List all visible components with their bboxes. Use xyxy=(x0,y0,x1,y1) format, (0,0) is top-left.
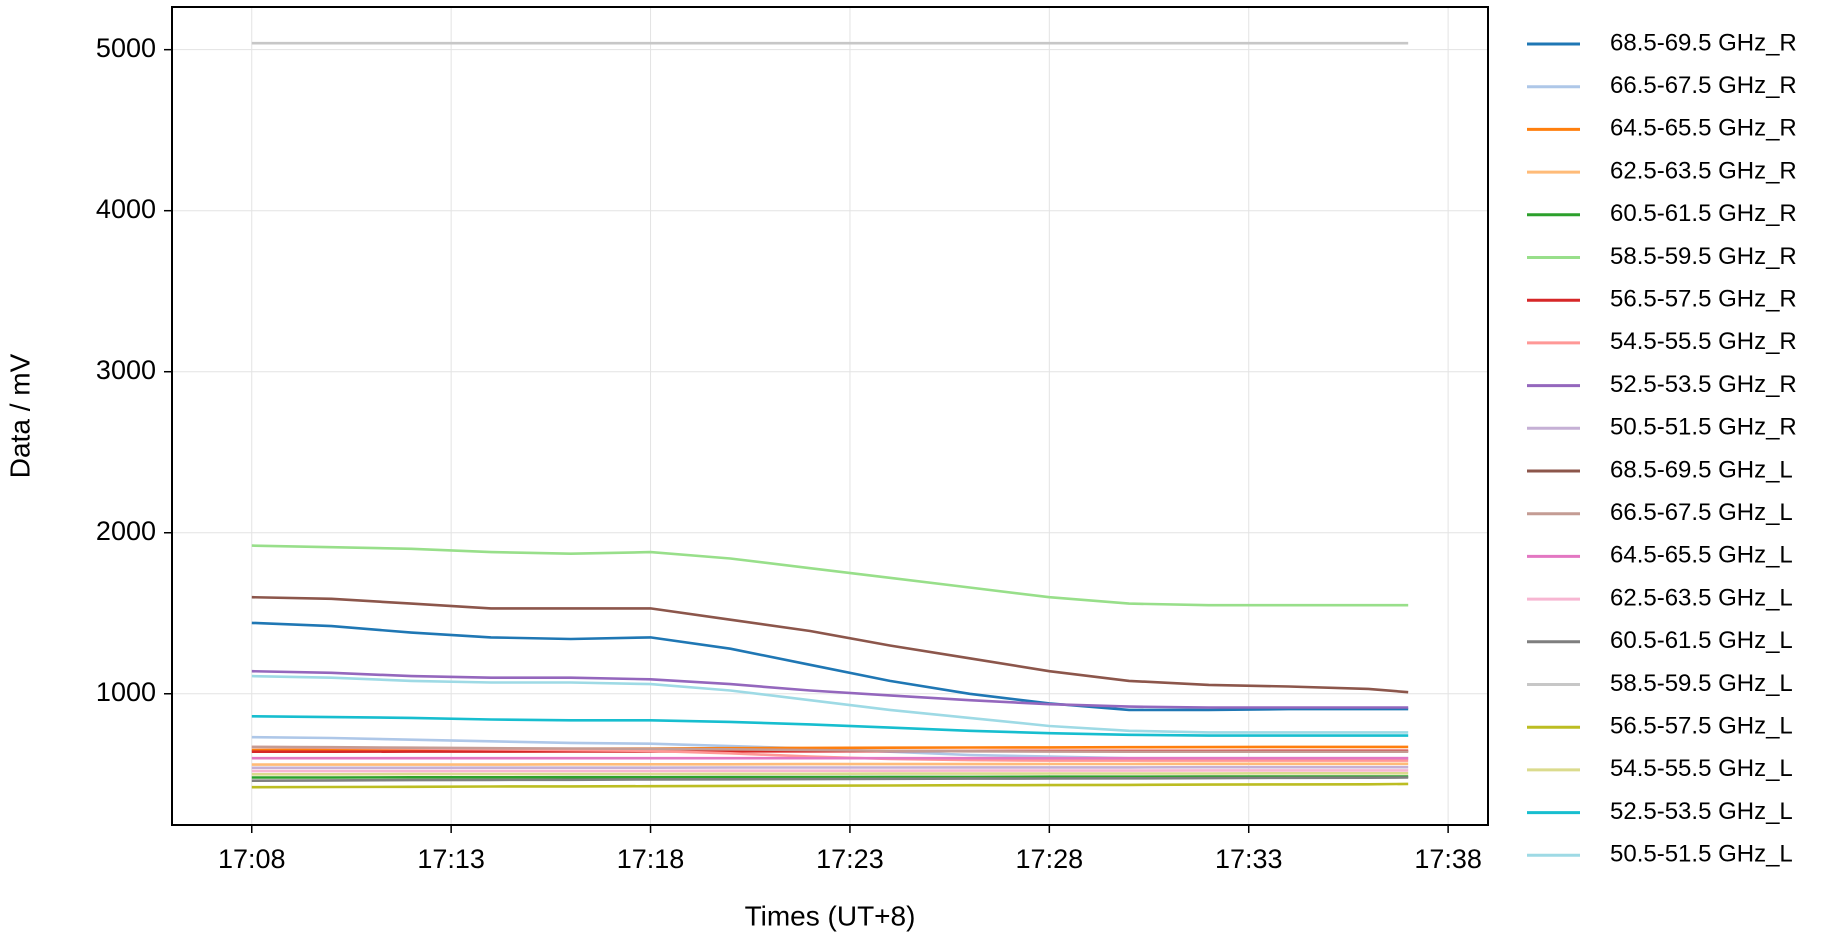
series-line xyxy=(251,769,1409,773)
y-tick-label: 4000 xyxy=(96,194,156,224)
y-tick-label: 1000 xyxy=(96,677,156,707)
legend-label: 56.5-57.5 GHz_L xyxy=(1610,713,1793,740)
series-line xyxy=(251,782,1409,789)
legend-label: 54.5-55.5 GHz_R xyxy=(1610,328,1797,355)
legend-label: 60.5-61.5 GHz_L xyxy=(1610,627,1793,654)
legend-label: 56.5-57.5 GHz_R xyxy=(1610,286,1797,313)
series-line xyxy=(251,765,1409,770)
legend-label: 62.5-63.5 GHz_R xyxy=(1610,157,1797,184)
legend-label: 66.5-67.5 GHz_R xyxy=(1610,72,1797,99)
legend-label: 66.5-67.5 GHz_L xyxy=(1610,499,1793,526)
legend-label: 68.5-69.5 GHz_L xyxy=(1610,456,1793,483)
legend-label: 62.5-63.5 GHz_L xyxy=(1610,584,1793,611)
legend-label: 54.5-55.5 GHz_L xyxy=(1610,755,1793,782)
legend-label: 58.5-59.5 GHz_R xyxy=(1610,243,1797,270)
legend-label: 58.5-59.5 GHz_L xyxy=(1610,670,1793,697)
series-line xyxy=(251,674,1409,734)
x-axis-label: Times (UT+8) xyxy=(745,900,916,931)
legend-label: 50.5-51.5 GHz_L xyxy=(1610,841,1793,868)
x-tick-label: 17:38 xyxy=(1414,844,1482,874)
y-tick-label: 3000 xyxy=(96,355,156,385)
legend-label: 68.5-69.5 GHz_R xyxy=(1610,29,1797,56)
y-axis-label: Data / mV xyxy=(4,353,35,478)
x-tick-label: 17:28 xyxy=(1016,844,1084,874)
series-line xyxy=(251,669,1409,709)
x-tick-label: 17:13 xyxy=(417,844,485,874)
series-line xyxy=(251,772,1409,776)
legend-label: 64.5-65.5 GHz_R xyxy=(1610,115,1797,142)
legend-label: 64.5-65.5 GHz_L xyxy=(1610,542,1793,569)
series-line xyxy=(251,621,1409,712)
legend-label: 52.5-53.5 GHz_L xyxy=(1610,798,1793,825)
x-tick-label: 17:23 xyxy=(816,844,884,874)
y-tick-label: 2000 xyxy=(96,516,156,546)
series-line xyxy=(251,776,1409,782)
legend-label: 50.5-51.5 GHz_R xyxy=(1610,414,1797,441)
y-tick-label: 5000 xyxy=(96,33,156,63)
series-line xyxy=(251,775,1409,779)
legend-label: 52.5-53.5 GHz_R xyxy=(1610,371,1797,398)
plot-frame xyxy=(171,6,1489,826)
series-line xyxy=(251,595,1409,694)
legend-label: 60.5-61.5 GHz_R xyxy=(1610,200,1797,227)
series-line xyxy=(251,544,1409,607)
x-tick-label: 17:08 xyxy=(218,844,286,874)
x-tick-label: 17:33 xyxy=(1215,844,1283,874)
series-line xyxy=(251,745,1409,753)
x-tick-label: 17:18 xyxy=(617,844,685,874)
series-line xyxy=(251,715,1409,737)
series-line xyxy=(251,762,1409,766)
